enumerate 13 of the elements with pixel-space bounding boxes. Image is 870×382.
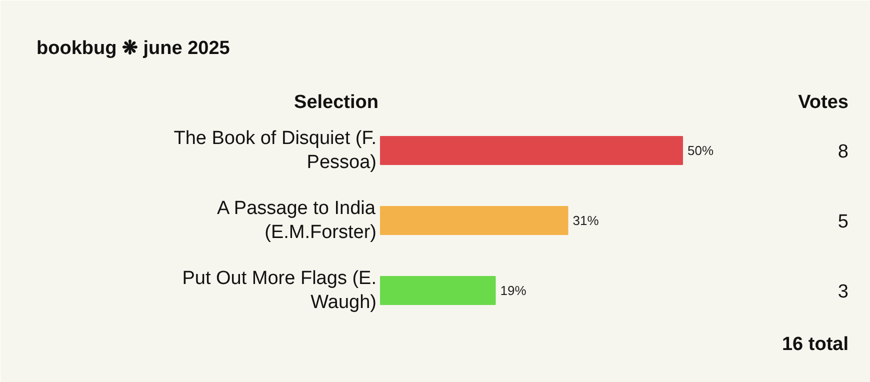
text: 5 (838, 212, 849, 232)
text: Votes (798, 92, 849, 113)
y-tick-label: Put Out More Flags (E. Waugh) (182, 268, 377, 314)
text: 16 total (782, 334, 849, 355)
text: 8 (838, 142, 849, 162)
data-label: 50% (688, 143, 714, 158)
text: 3 (838, 282, 849, 302)
y-axis-title: Selection (294, 92, 379, 113)
text: bookbug ❋ june 2025 (36, 38, 230, 59)
y-tick-label: The Book of Disquiet (F. Pessoa) (174, 128, 377, 174)
data-label: 19% (500, 283, 527, 298)
data-label: 31% (572, 213, 600, 228)
y-tick-label: A Passage to India (E.M.Forster) (217, 198, 377, 244)
